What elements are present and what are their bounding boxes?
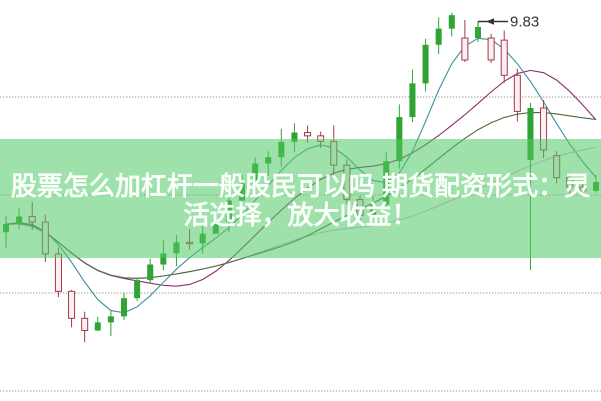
svg-text:9.83: 9.83 [510,14,539,31]
